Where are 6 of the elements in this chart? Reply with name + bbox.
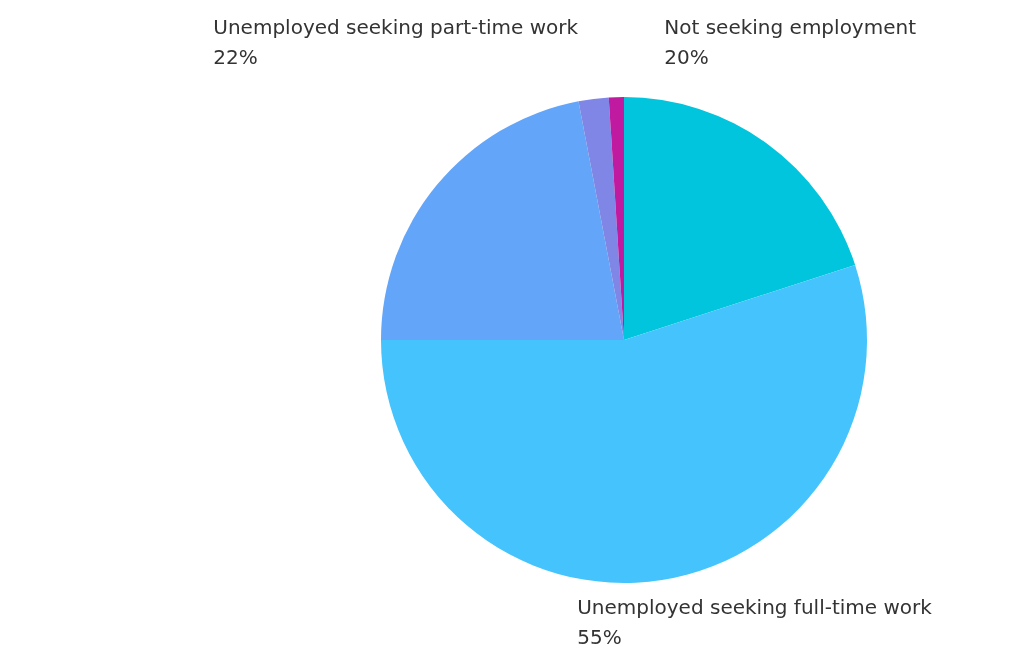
data-label: 22%: [213, 45, 258, 69]
slice-label: Not seeking employment: [664, 15, 917, 39]
data-label: 20%: [664, 45, 709, 69]
data-label: 55%: [577, 625, 622, 649]
slice-label: Unemployed seeking part-time work: [213, 15, 579, 39]
slice-label: Unemployed seeking full-time work: [577, 595, 933, 619]
